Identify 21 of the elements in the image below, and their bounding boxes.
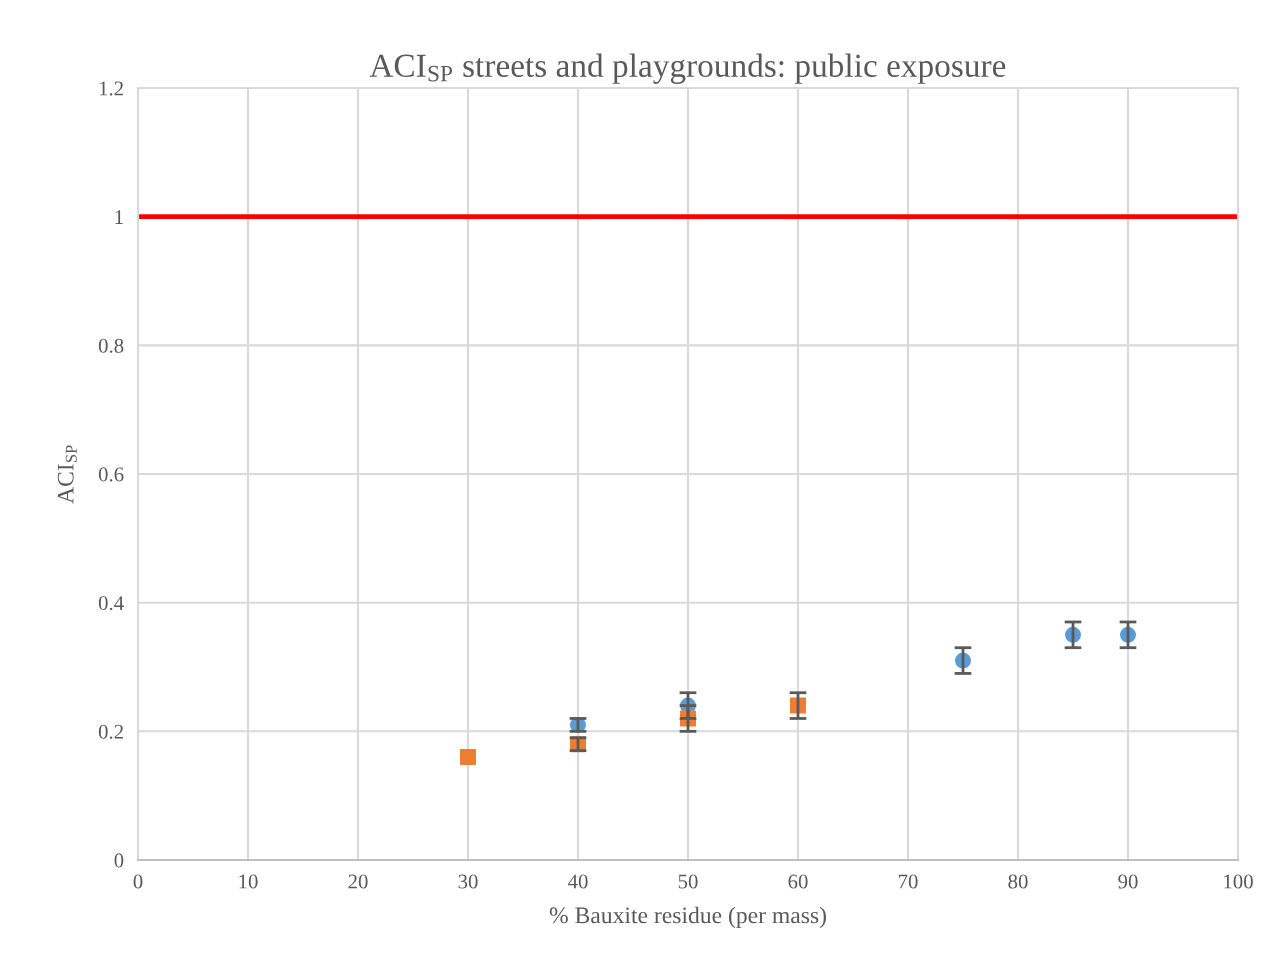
x-tick-label: 90 [1118,874,1138,889]
y-tick-label: 0.8 [98,338,124,353]
x-tick-label: 0 [133,874,143,889]
x-tick-label: 20 [348,874,368,889]
x-tick-label: 50 [678,874,698,889]
y-tick-label: 0.2 [98,724,123,739]
y-tick-label: 0.4 [98,596,124,611]
chart-title: ACI$_{SP}$ streets and playgrounds: public exposure [369,53,1006,84]
x-axis-title: % Bauxite residue (per mass) [549,906,826,929]
y-tick-label: 0.6 [98,467,124,482]
x-tick-label: 40 [567,874,588,889]
x-tick-label: 70 [898,874,918,889]
y-axis-title: ACI$_{SP}$ [57,445,77,504]
x-tick-label: 60 [788,874,808,889]
x-tick-label: 30 [458,874,478,889]
x-tick-label: 100 [1224,874,1253,889]
y-tick-label: 0 [114,853,124,868]
x-tick-label: 80 [1008,874,1028,889]
x-tick-label: 10 [239,874,258,889]
y-tick-label: 1 [115,210,123,224]
y-tick-label: 1.2 [99,81,123,96]
